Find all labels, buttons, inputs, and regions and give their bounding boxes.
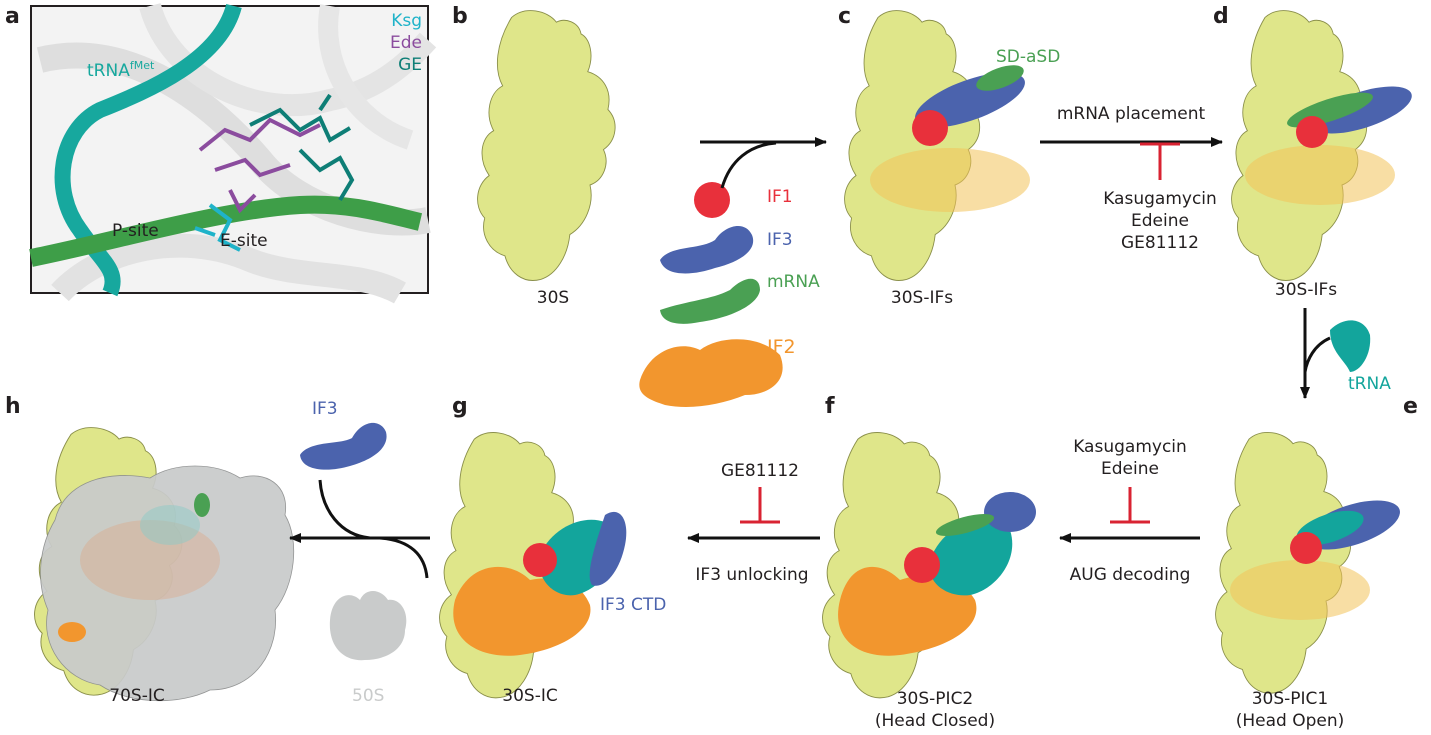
if2-ghost-c: [870, 148, 1030, 212]
panel-letter-g: g: [452, 394, 468, 419]
state-30s-ifs-c: 30S-IFs: [890, 288, 954, 308]
state-30s-ic: 30S-IC: [502, 686, 558, 706]
inhibitor-cd-3: GE81112: [1120, 233, 1199, 254]
if1-e: [1290, 532, 1322, 564]
inhibitor-fg-1: GE81112: [721, 461, 799, 481]
label-mrna: mRNA: [767, 272, 820, 292]
state-70s-ic: 70S-IC: [109, 686, 165, 706]
if3-f: [984, 492, 1036, 532]
inhibitor-ef-1: Kasugamycin: [1073, 437, 1187, 457]
subunit-50s-free: [329, 591, 407, 661]
inhibitors-cd: Kasugamycin Edeine GE81112: [1103, 188, 1217, 254]
label-if3: IF3: [767, 230, 793, 250]
if1-f: [904, 547, 940, 583]
subunit-30s-e: [1214, 431, 1400, 694]
mrna-free: [660, 278, 760, 324]
if2-f: [838, 566, 977, 656]
arrow-g-to-h-50s-join: [379, 536, 429, 579]
label-if2: IF2: [767, 336, 796, 358]
if3-ctd-g: [589, 511, 627, 586]
pic1-line1: 30S-PIC1: [1251, 689, 1329, 709]
label-if3-h: IF3: [312, 399, 338, 419]
pic2-line2: (Head Closed): [874, 711, 996, 732]
subunit-30s-b: [476, 10, 616, 282]
pic1-line2: (Head Open): [1235, 711, 1345, 732]
inhibitor-bar-fg: [740, 487, 780, 524]
free-factors: [300, 182, 1371, 661]
label-50s: 50S: [352, 686, 385, 706]
mrna-f: [935, 514, 995, 536]
panel-a-structure: [29, 2, 437, 304]
panel-letter-e: e: [1403, 394, 1418, 419]
legend-ksg: Ksg: [391, 11, 422, 31]
legend-ede: Ede: [390, 33, 422, 53]
subunit-30s-d: [1230, 10, 1412, 282]
if1-g: [523, 543, 557, 577]
if1-c: [912, 110, 948, 146]
if3-free: [660, 225, 754, 274]
if2-ghost-e: [1230, 560, 1370, 620]
panel-letter-h: h: [5, 394, 21, 419]
if3-free-h: [300, 422, 387, 470]
panel-letter-f: f: [825, 394, 835, 419]
inhibitor-ef-2: Edeine: [1101, 459, 1159, 480]
step-aug-decoding: AUG decoding: [1069, 565, 1191, 585]
state-30s-pic2: 30S-PIC2 (Head Closed): [875, 688, 995, 732]
inhibitor-bars: [740, 142, 1180, 524]
trna-f: [929, 520, 1013, 596]
arrow-b-to-c-merge: [720, 141, 777, 189]
subunit-30s-g: [438, 431, 627, 699]
state-30s-ifs-d: 30S-IFs: [1274, 280, 1338, 300]
arrows: [289, 137, 1331, 579]
complex-70s-h: [33, 426, 295, 702]
arrow-g-to-h-if3-leave: [318, 479, 371, 540]
state-30s-pic1: 30S-PIC1 (Head Open): [1236, 688, 1345, 732]
mrna-h: [194, 493, 210, 517]
state-30s: 30S: [536, 288, 570, 308]
subunit-30s-f: [821, 431, 1036, 699]
panel-letter-a: a: [5, 4, 20, 29]
if2-tail-h: [58, 622, 86, 642]
legend-ge: GE: [398, 55, 422, 75]
label-if1: IF1: [767, 187, 793, 207]
label-trna: tRNA: [1348, 374, 1391, 394]
inhibitor-bar-cd: [1140, 142, 1180, 180]
trna-free: [1330, 320, 1371, 372]
step-if3-unlocking: IF3 unlocking: [695, 565, 809, 585]
panel-letter-b: b: [452, 4, 468, 29]
trna-base: tRNA: [87, 61, 130, 81]
panel-letter-d: d: [1213, 4, 1229, 29]
pic2-line1: 30S-PIC2: [896, 689, 974, 709]
e-site-label: E-site: [220, 231, 268, 251]
inhibitor-bar-ef: [1110, 487, 1150, 524]
inhibitors-ef: Kasugamycin Edeine: [1073, 436, 1187, 480]
trna-fmet-label: tRNAfMet: [87, 59, 155, 81]
subunit-30s-c: [843, 10, 1030, 282]
arrow-d-to-e-merge: [1303, 336, 1331, 373]
subunit-50s-h: [40, 465, 295, 702]
p-site-label: P-site: [112, 221, 159, 241]
inhibitor-cd-1: Kasugamycin: [1103, 189, 1217, 209]
if2-free: [639, 339, 783, 407]
label-if3-ctd: IF3 CTD: [600, 595, 667, 615]
if3-d: [1312, 86, 1412, 134]
step-mrna-placement: mRNA placement: [1056, 104, 1206, 124]
if2-ghost-d: [1245, 145, 1395, 205]
if1-d: [1296, 116, 1328, 148]
mrna-c: [976, 65, 1024, 91]
panel-letter-c: c: [838, 4, 852, 29]
panel-a-legend: Ksg Ede GE: [390, 11, 422, 75]
label-sd-asd: SD-aSD: [996, 47, 1061, 67]
ghost-trna-h: [140, 505, 200, 545]
if1-free: [694, 182, 730, 218]
inhibitor-cd-2: Edeine: [1131, 211, 1189, 232]
trna-sup: fMet: [130, 59, 155, 72]
